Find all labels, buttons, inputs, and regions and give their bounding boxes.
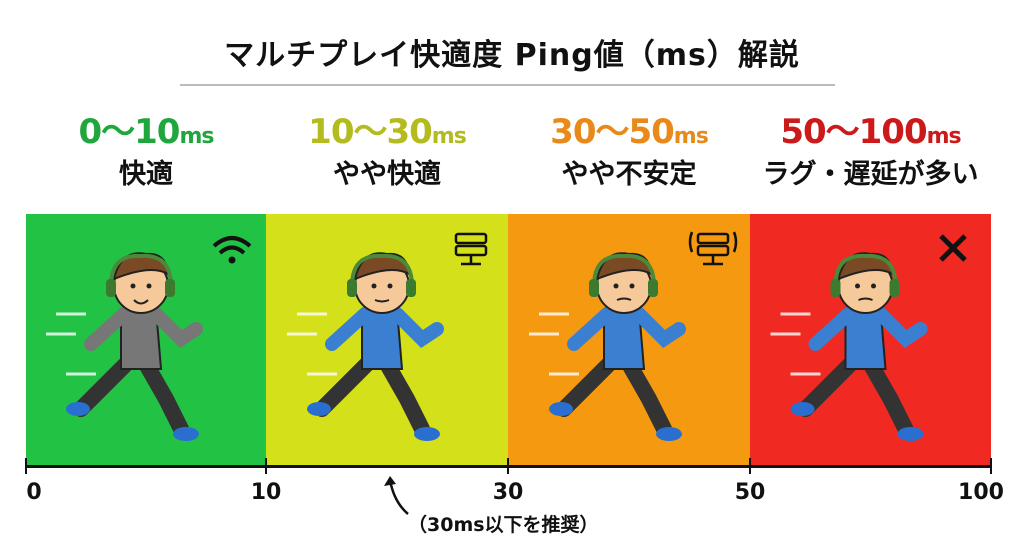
zone-label: ラグ・遅延が多い — [762, 159, 979, 190]
wifi-icon — [212, 236, 252, 264]
zone-heading: 30〜50ms やや不安定 — [508, 112, 750, 193]
axis-tick — [265, 458, 267, 474]
runner-figure — [287, 252, 444, 441]
range-unit: ms — [926, 124, 962, 149]
zone-label: やや不安定 — [561, 159, 697, 190]
axis-tick-label: 30 — [492, 480, 524, 505]
page-title: マルチプレイ快適度 Ping値（ms）解説 — [224, 38, 800, 73]
range-value: 50〜100 — [780, 112, 927, 152]
arrow-icon — [384, 476, 409, 515]
server-icon — [454, 232, 488, 266]
range-value: 10〜30 — [308, 112, 433, 152]
axis-tick-label: 50 — [734, 480, 766, 505]
axis-tick-label: 100 — [958, 480, 1004, 505]
zone-panel — [26, 214, 266, 465]
runner-figure — [46, 252, 203, 441]
zone-panel — [508, 214, 750, 465]
zone-heading: 0〜10ms 快適 — [26, 112, 266, 193]
runner-figure — [529, 252, 686, 441]
zone-label: やや快適 — [333, 159, 441, 190]
axis-tick-label: 0 — [26, 480, 42, 505]
axis-tick-label: 10 — [250, 480, 282, 505]
title-underline — [180, 84, 835, 86]
zone-panel — [266, 214, 508, 465]
zone-heading: 50〜100ms ラグ・遅延が多い — [750, 112, 991, 193]
range-value: 0〜10 — [78, 112, 180, 152]
range-unit: ms — [431, 124, 467, 149]
range-unit: ms — [179, 124, 214, 149]
zone-range: 10〜30ms — [266, 112, 508, 157]
range-unit: ms — [673, 124, 709, 149]
axis-tick — [749, 458, 751, 474]
zone-range: 0〜10ms — [26, 112, 266, 157]
x-icon — [939, 234, 967, 262]
axis-tick — [990, 458, 992, 474]
runner-figure — [770, 252, 928, 441]
zone-panel — [750, 214, 991, 465]
recommendation-note: （30ms以下を推奨） — [408, 514, 599, 536]
zone-range: 30〜50ms — [508, 112, 750, 157]
zone-range: 50〜100ms — [750, 112, 991, 157]
axis-tick — [507, 458, 509, 474]
server-signal-icon — [688, 231, 738, 266]
axis-tick — [25, 458, 27, 474]
ping-axis — [26, 465, 992, 468]
zone-label: 快適 — [119, 159, 173, 190]
zone-heading: 10〜30ms やや快適 — [266, 112, 508, 193]
range-value: 30〜50 — [550, 112, 675, 152]
